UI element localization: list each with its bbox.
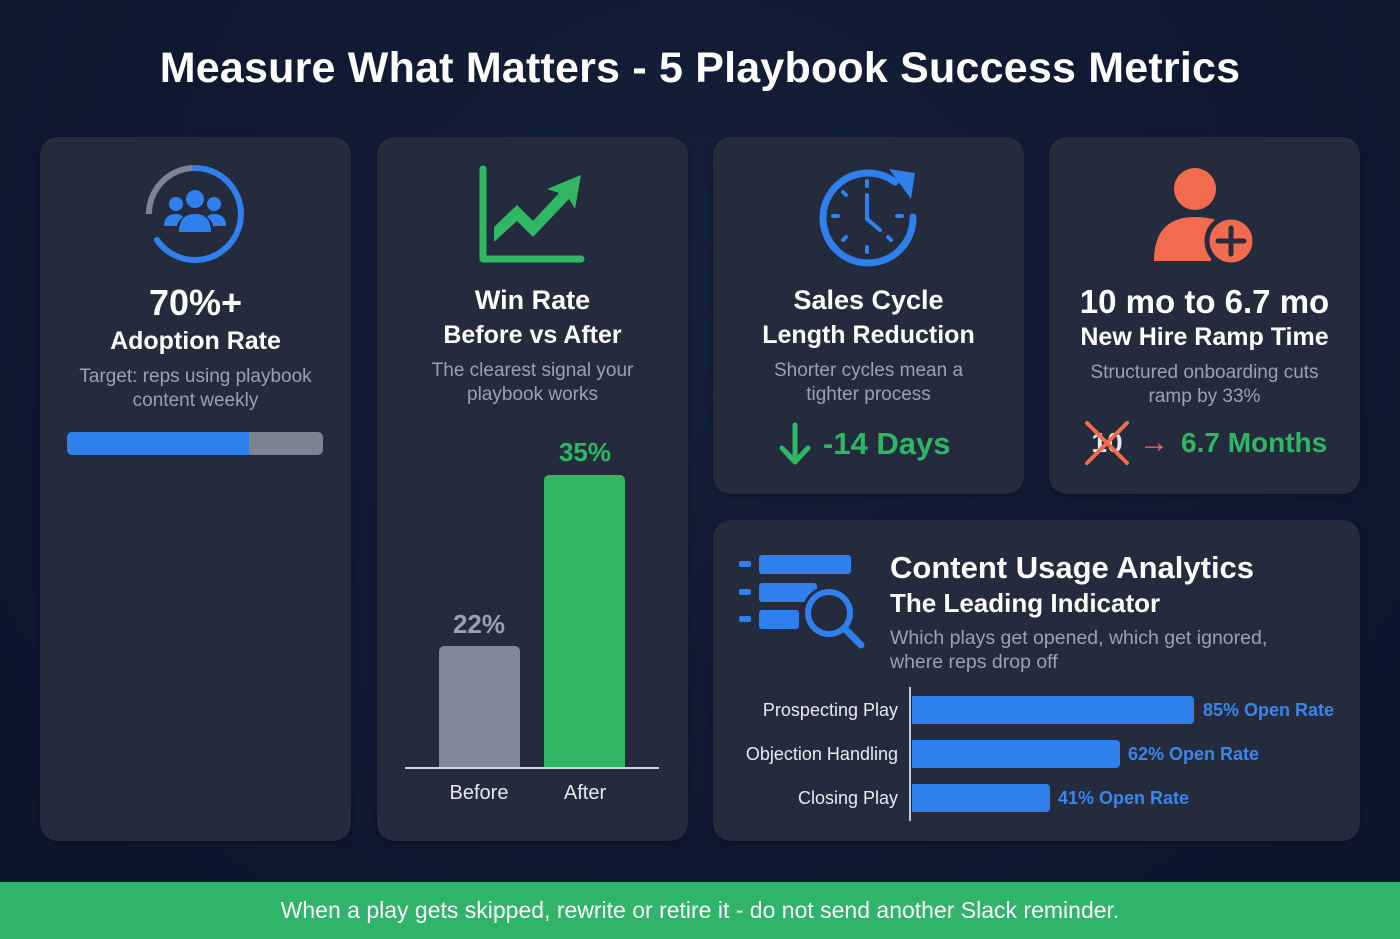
ramp-comparison: 10 → 6.7 Months [1083, 420, 1327, 466]
win-rate-card: Win Rate Before vs After The clearest si… [377, 137, 688, 841]
hbar-closing [912, 784, 1050, 812]
adoption-progress-fill [67, 432, 249, 455]
after-bar [544, 475, 625, 767]
hbar-label-closing: Closing Play [797, 788, 898, 808]
ramp-value: 10 mo to 6.7 mo [1079, 283, 1330, 320]
sales-cycle-delta: -14 Days [777, 422, 951, 466]
content-usage-desc-2: where reps drop off [890, 651, 1058, 673]
user-add-icon [1154, 168, 1255, 267]
before-bar [439, 646, 520, 767]
hbar-label-objection: Objection Handling [745, 744, 898, 764]
old-value-struck: 10 [1083, 420, 1131, 466]
arrow-right-icon: → [1139, 426, 1169, 459]
adoption-rate-card: 70%+ Adoption Rate Target: reps using pl… [40, 137, 351, 841]
chart-baseline [405, 767, 659, 769]
hbar-label-prospecting: Prospecting Play [762, 700, 898, 720]
hbar-objection [912, 740, 1120, 768]
adoption-progress-bar [67, 432, 323, 455]
win-rate-title: Win Rate [474, 285, 591, 315]
content-usage-card: Content Usage Analytics The Leading Indi… [713, 520, 1360, 841]
after-value-label: 35% [558, 437, 612, 467]
ramp-desc-1: Structured onboarding cuts [1090, 362, 1319, 383]
trending-up-chart-icon [479, 165, 585, 263]
win-rate-desc-2: playbook works [467, 384, 598, 405]
win-rate-desc-1: The clearest signal your [431, 360, 634, 381]
ramp-time-card: 10 mo to 6.7 mo New Hire Ramp Time Struc… [1049, 137, 1360, 494]
before-category-label: Before [449, 782, 509, 804]
sales-cycle-title: Sales Cycle [793, 285, 944, 315]
ramp-desc-2: ramp by 33% [1148, 386, 1261, 407]
hbar-axis [909, 687, 911, 821]
adoption-value: 70%+ [148, 282, 243, 323]
hbar-prospecting [912, 696, 1194, 724]
content-usage-title: Content Usage Analytics [890, 550, 1255, 585]
adoption-desc-2: content weekly [132, 390, 259, 411]
content-usage-subtitle: The Leading Indicator [890, 588, 1161, 618]
ramp-title: New Hire Ramp Time [1080, 323, 1329, 351]
adoption-desc-1: Target: reps using playbook [79, 366, 312, 387]
hbar-value-closing: 41% Open Rate [1058, 788, 1190, 808]
sales-cycle-desc-1: Shorter cycles mean a [773, 360, 964, 381]
content-usage-desc-1: Which plays get opened, which get ignore… [890, 627, 1268, 649]
clock-refresh-icon [819, 169, 917, 267]
users-ring-icon [146, 165, 244, 263]
before-value-label: 22% [452, 609, 506, 639]
win-rate-chart: 22% 35% Before After [405, 437, 659, 804]
sales-cycle-desc-2: tighter process [806, 384, 931, 405]
strikethrough-x-icon [1085, 421, 1129, 465]
ramp-new-value: 6.7 Months [1181, 427, 1328, 458]
hbar-value-objection: 62% Open Rate [1128, 744, 1260, 764]
page-title: Measure What Matters - 5 Playbook Succes… [159, 44, 1241, 92]
footer-banner: When a play gets skipped, rewrite or ret… [0, 882, 1400, 939]
arrow-down-icon [779, 422, 811, 465]
sales-cycle-card: Sales Cycle Length Reduction Shorter cyc… [713, 137, 1024, 494]
adoption-title: Adoption Rate [110, 327, 281, 355]
sales-cycle-subtitle: Length Reduction [762, 321, 975, 349]
after-category-label: After [563, 782, 607, 804]
hbar-value-prospecting: 85% Open Rate [1203, 700, 1335, 720]
sales-cycle-delta-value: -14 Days [823, 426, 951, 461]
win-rate-subtitle: Before vs After [443, 321, 622, 349]
list-search-icon [739, 555, 865, 649]
